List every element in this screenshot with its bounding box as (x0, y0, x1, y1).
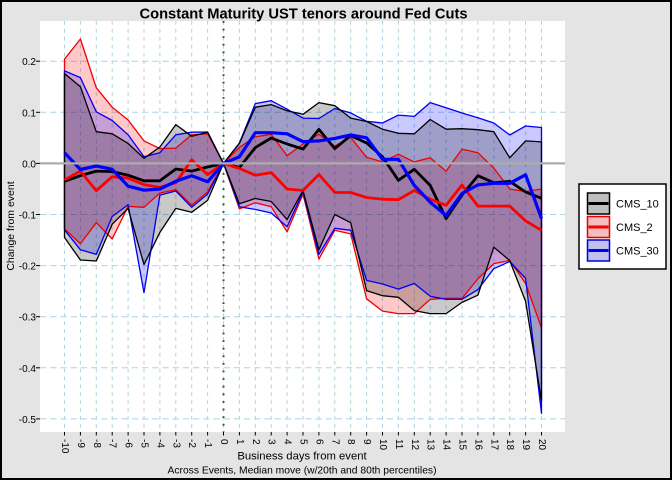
svg-text:-1: -1 (202, 439, 213, 448)
svg-text:Constant Maturity UST tenors a: Constant Maturity UST tenors around Fed … (139, 7, 467, 23)
svg-text:-0.1: -0.1 (19, 211, 37, 222)
svg-text:-2: -2 (186, 439, 197, 448)
svg-text:20: 20 (536, 439, 547, 451)
svg-text:3: 3 (266, 439, 277, 445)
svg-text:0: 0 (218, 439, 229, 445)
svg-text:CMS_2: CMS_2 (616, 222, 653, 234)
svg-text:CMS_10: CMS_10 (616, 199, 659, 211)
svg-text:-4: -4 (154, 439, 165, 448)
svg-text:Change from event: Change from event (5, 181, 17, 270)
svg-text:7: 7 (329, 439, 340, 445)
svg-text:1: 1 (234, 439, 245, 445)
svg-text:0.2: 0.2 (22, 57, 36, 68)
svg-text:-5: -5 (139, 439, 150, 448)
svg-text:17: 17 (488, 439, 499, 451)
svg-text:Across Events, Median move (w/: Across Events, Median move (w/20th and 8… (168, 466, 437, 477)
svg-text:19: 19 (520, 439, 531, 451)
svg-text:CMS_30: CMS_30 (616, 246, 659, 258)
svg-text:4: 4 (282, 439, 293, 445)
svg-text:12: 12 (409, 439, 420, 451)
svg-text:-0.3: -0.3 (19, 313, 37, 324)
svg-text:-8: -8 (91, 439, 102, 448)
svg-text:-3: -3 (170, 439, 181, 448)
svg-text:-0.4: -0.4 (19, 364, 37, 375)
svg-text:16: 16 (472, 439, 483, 451)
svg-text:2: 2 (250, 439, 261, 445)
svg-text:14: 14 (441, 439, 452, 451)
svg-text:-6: -6 (123, 439, 134, 448)
svg-text:-9: -9 (75, 439, 86, 448)
svg-text:-0.5: -0.5 (19, 415, 37, 426)
svg-text:-7: -7 (107, 439, 118, 448)
svg-text:6: 6 (313, 439, 324, 445)
svg-text:18: 18 (504, 439, 515, 451)
svg-text:15: 15 (457, 439, 468, 451)
svg-text:Business days from event: Business days from event (237, 451, 367, 463)
svg-text:10: 10 (377, 439, 388, 451)
svg-text:-0.2: -0.2 (19, 262, 37, 273)
svg-text:13: 13 (425, 439, 436, 451)
svg-text:0.0: 0.0 (22, 159, 36, 170)
svg-text:11: 11 (393, 439, 404, 450)
svg-text:5: 5 (298, 439, 309, 445)
svg-text:-10: -10 (59, 439, 70, 454)
svg-text:8: 8 (345, 439, 356, 445)
svg-text:9: 9 (361, 439, 372, 445)
svg-text:0.1: 0.1 (22, 108, 36, 119)
